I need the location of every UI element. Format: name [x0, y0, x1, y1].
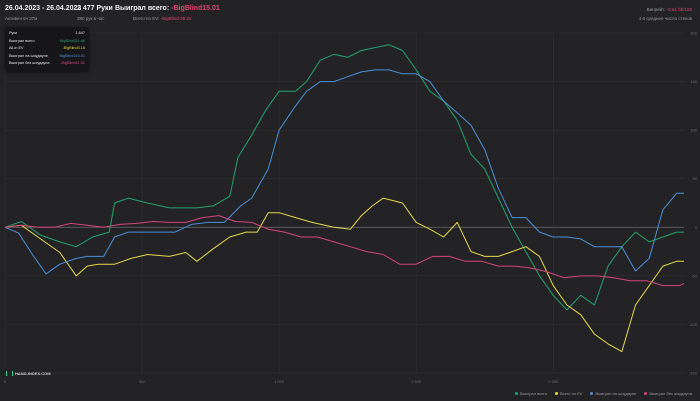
date-range: 26.04.2023 - 26.04.2023 [5, 5, 82, 12]
winrate-value: -0.61 bb/100 [666, 7, 692, 12]
tooltip-key: All-in EV [9, 46, 24, 50]
brand-logo: HAND-INDEX.COM [6, 371, 51, 376]
tooltip-value: 1,647 [75, 31, 85, 35]
x-tick-label: 1 000 [274, 379, 285, 384]
tooltip-row: Выиграл всего BigBlind111.66 [9, 39, 85, 45]
tooltip-key: Выиграл на шоудауне [9, 53, 48, 58]
active-time: Активен 6ч 27м [5, 16, 38, 21]
legend-dot-icon [590, 392, 594, 395]
y-tick-label: -150 [689, 371, 698, 376]
winrate-label: Винрейт: [646, 7, 666, 12]
tooltip-key: Руки [9, 31, 18, 35]
tooltip-value: -BigBlind41.52 [60, 61, 85, 65]
ev-total: Всего по EV: -BigBlind-39.24 [133, 16, 191, 21]
legend-dot-icon [514, 392, 518, 395]
legend-dot-icon [555, 392, 558, 395]
avg-stacks: 4.6 среднее число стеков [638, 16, 692, 21]
winrate: Винрейт: -0.61 bb/100 [647, 7, 692, 12]
y-tick-label: -50 [691, 273, 698, 278]
won-value: -BigBlind15.01 [171, 5, 220, 12]
y-tick-label: 150 [690, 79, 697, 84]
ev-value: -BigBlind-39.24 [160, 16, 192, 21]
logo-icon [6, 371, 13, 376]
tooltip-value: BigBlind111.66 [60, 38, 85, 43]
tooltip-value: -BigBlind3.15 [62, 46, 85, 50]
x-tick-label: 2 000 [548, 379, 559, 384]
tooltip-key: Выиграл без шоудауна [9, 61, 50, 65]
y-tick-label: 0 [695, 225, 698, 230]
y-tick-label: 200 [690, 31, 697, 36]
x-tick-label: 0 [4, 379, 7, 384]
tooltip-row: Выиграл без шоудауна -BigBlind41.52 [9, 61, 85, 67]
series-line [4, 44, 684, 311]
x-tick-label: 1 500 [411, 379, 422, 384]
y-tick-label: 50 [693, 176, 698, 181]
series-line [4, 197, 684, 353]
legend-label: Выиграл на шоудауне [595, 391, 637, 396]
legend-item[interactable]: Выиграл на шоудауне [590, 391, 636, 396]
tooltip-value: BigBlind153.31 [59, 53, 85, 58]
series-line [4, 215, 685, 287]
x-tick-label: 500 [139, 379, 146, 384]
legend-item[interactable]: Выиграл всего [514, 391, 547, 396]
hands-per-hour: 380 рук в час [77, 16, 105, 21]
y-tick-label: 100 [690, 128, 697, 133]
legend-item[interactable]: Всего по EV [555, 391, 582, 396]
legend-label: Всего по EV [560, 391, 583, 396]
tooltip-row: Руки 1,647 [9, 31, 85, 37]
series-line [4, 69, 684, 275]
header-bar: 26.04.2023 - 26.04.2023 Активен 6ч 27м 2… [5, 5, 692, 33]
tooltip-row: Выиграл на шоудауне BigBlind153.31 [9, 54, 85, 60]
ev-label: Всего по EV: [133, 16, 160, 21]
won-label: Выиграл всего: [115, 5, 170, 12]
tooltip-key: Выиграл всего [9, 38, 35, 43]
tooltip-row: All-in EV -BigBlind3.15 [9, 46, 85, 52]
hands-count: 2 477 Руки [77, 5, 113, 12]
legend-dot-icon [644, 392, 648, 395]
won-total: Выиграл всего: -BigBlind15.01 [115, 5, 220, 12]
legend-label: Выиграл без шоудауна [649, 391, 692, 396]
legend-item[interactable]: Выиграл без шоудауна [644, 391, 692, 396]
y-tick-label: -100 [689, 322, 698, 327]
legend-label: Выиграл всего [519, 391, 547, 396]
hover-tooltip: Руки 1,647 Выиграл всего BigBlind111.66 All-… [5, 27, 89, 71]
chart-legend: Выиграл всего Всего по EV Выиграл на шоуда… [507, 391, 692, 396]
logo-text: HAND-INDEX.COM [15, 371, 51, 376]
